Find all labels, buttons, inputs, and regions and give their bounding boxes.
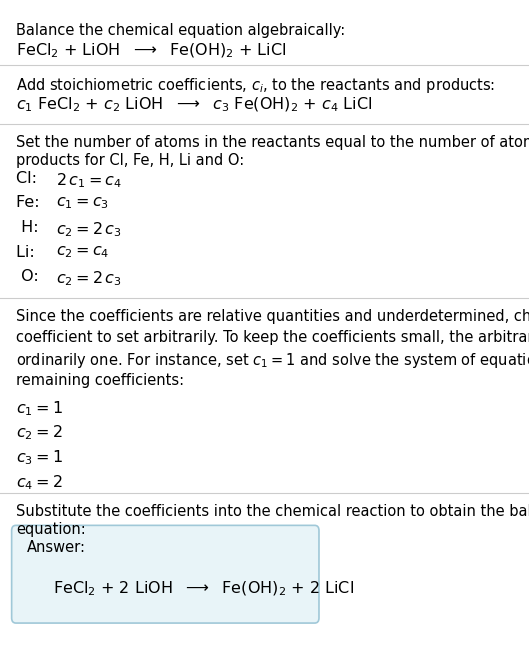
Text: $2\,c_1 = c_4$: $2\,c_1 = c_4$ <box>56 171 122 190</box>
FancyBboxPatch shape <box>12 525 319 623</box>
Text: Fe:: Fe: <box>16 195 50 210</box>
Text: Cl:: Cl: <box>16 171 47 186</box>
Text: Substitute the coefficients into the chemical reaction to obtain the balanced: Substitute the coefficients into the che… <box>16 504 529 519</box>
Text: Set the number of atoms in the reactants equal to the number of atoms in the: Set the number of atoms in the reactants… <box>16 135 529 150</box>
Text: Balance the chemical equation algebraically:: Balance the chemical equation algebraica… <box>16 23 345 38</box>
Text: $c_2 = c_4$: $c_2 = c_4$ <box>56 245 109 260</box>
Text: $c_3 = 1$: $c_3 = 1$ <box>16 448 62 467</box>
Text: $c_2 = 2$: $c_2 = 2$ <box>16 424 62 443</box>
Text: $c_2 = 2\,c_3$: $c_2 = 2\,c_3$ <box>56 269 121 288</box>
Text: Li:: Li: <box>16 245 45 259</box>
Text: FeCl$_2$ + 2 LiOH  $\longrightarrow$  Fe(OH)$_2$ + 2 LiCl: FeCl$_2$ + 2 LiOH $\longrightarrow$ Fe(O… <box>53 580 354 598</box>
Text: $c_1 = c_3$: $c_1 = c_3$ <box>56 195 108 211</box>
Text: $c_2 = 2\,c_3$: $c_2 = 2\,c_3$ <box>56 220 121 239</box>
Text: O:: O: <box>16 269 49 284</box>
Text: equation:: equation: <box>16 522 86 537</box>
Text: ordinarily one. For instance, set $c_1 = 1$ and solve the system of equations fo: ordinarily one. For instance, set $c_1 =… <box>16 351 529 370</box>
Text: remaining coefficients:: remaining coefficients: <box>16 373 184 388</box>
Text: Answer:: Answer: <box>26 540 86 555</box>
Text: products for Cl, Fe, H, Li and O:: products for Cl, Fe, H, Li and O: <box>16 153 244 168</box>
Text: H:: H: <box>16 220 49 235</box>
Text: coefficient to set arbitrarily. To keep the coefficients small, the arbitrary va: coefficient to set arbitrarily. To keep … <box>16 330 529 345</box>
Text: Since the coefficients are relative quantities and underdetermined, choose a: Since the coefficients are relative quan… <box>16 309 529 324</box>
Text: $c_4 = 2$: $c_4 = 2$ <box>16 473 62 492</box>
Text: $c_1$ FeCl$_2$ + $c_2$ LiOH  $\longrightarrow$  $c_3$ Fe(OH)$_2$ + $c_4$ LiCl: $c_1$ FeCl$_2$ + $c_2$ LiOH $\longrighta… <box>16 95 372 113</box>
Text: Add stoichiometric coefficients, $c_i$, to the reactants and products:: Add stoichiometric coefficients, $c_i$, … <box>16 76 495 95</box>
Text: $c_1 = 1$: $c_1 = 1$ <box>16 399 62 418</box>
Text: FeCl$_2$ + LiOH  $\longrightarrow$  Fe(OH)$_2$ + LiCl: FeCl$_2$ + LiOH $\longrightarrow$ Fe(OH)… <box>16 41 286 60</box>
